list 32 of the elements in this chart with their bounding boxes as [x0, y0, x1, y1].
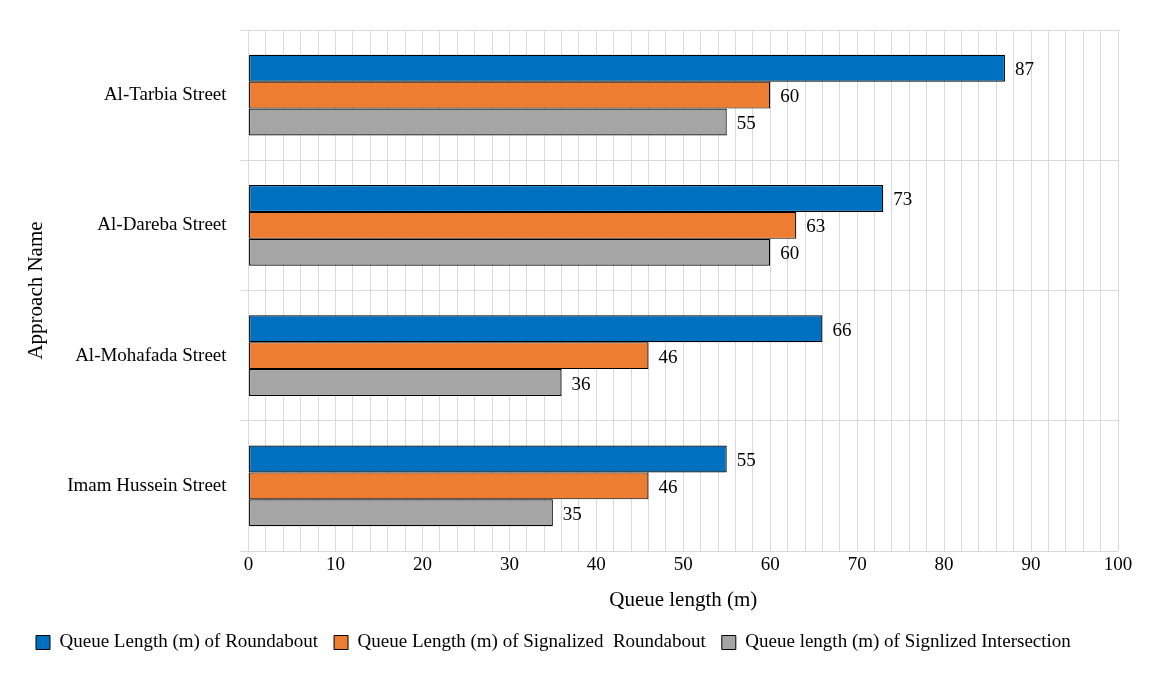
y-tick-label: Imam Hussein Street: [67, 473, 228, 495]
x-tick-label: 0: [243, 553, 254, 575]
data-label: 36: [571, 372, 591, 394]
x-tick-label: 20: [412, 553, 432, 575]
legend-label: Queue Length (m) of Roundabout: [59, 630, 319, 653]
data-label: 55: [736, 112, 756, 134]
data-label: 60: [780, 85, 800, 107]
data-label: 66: [832, 318, 852, 340]
x-tick-label: 50: [673, 553, 693, 575]
x-tick-label: 30: [499, 553, 519, 575]
data-label: 60: [780, 242, 800, 264]
data-label: 46: [658, 345, 678, 367]
data-label: 63: [806, 215, 826, 237]
x-tick-label: 90: [1021, 553, 1041, 575]
x-tick-label: 40: [586, 553, 606, 575]
y-tick-label: Al-Dareba Street: [97, 213, 228, 235]
y-tick-label: Al-Mohafada Street: [75, 343, 228, 365]
data-label: 87: [1014, 58, 1034, 80]
y-axis-title: Approach Name: [23, 221, 48, 360]
x-tick-label: 80: [934, 553, 954, 575]
legend-label: Queue length (m) of Signlized Intersection: [745, 630, 1072, 653]
x-tick-label: 10: [326, 553, 345, 575]
data-label: 46: [658, 475, 678, 497]
y-tick-label: Al-Tarbia Street: [103, 83, 228, 105]
data-label: 55: [736, 448, 756, 470]
data-label: 73: [893, 188, 913, 210]
x-tick-label: 60: [760, 553, 780, 575]
x-tick-label: 100: [1103, 553, 1133, 575]
legend-label: Queue Length (m) of Signalized Roundabout: [357, 630, 707, 653]
data-label: 35: [562, 502, 582, 524]
x-axis-title: Queue length (m): [609, 586, 758, 611]
x-tick-label: 70: [847, 553, 867, 575]
